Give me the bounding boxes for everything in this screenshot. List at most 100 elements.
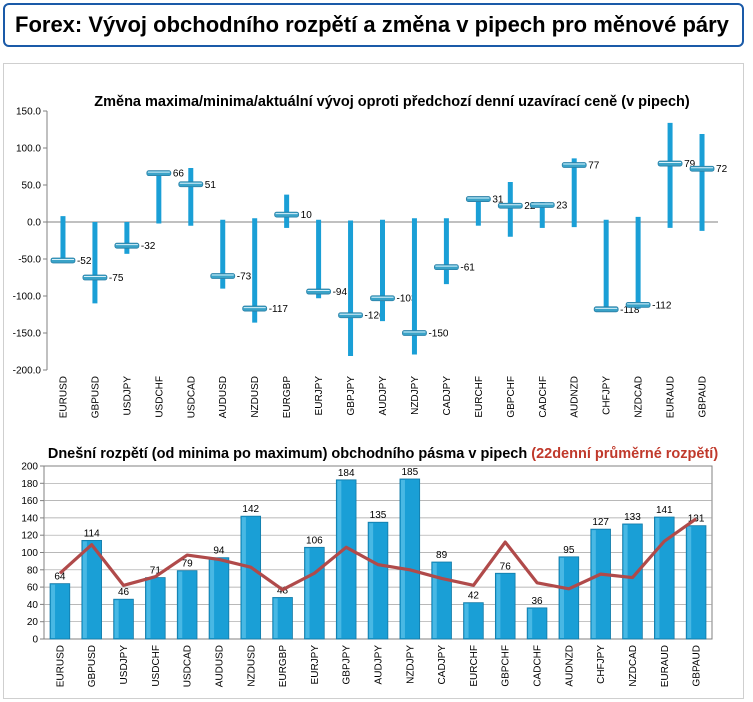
chart1-category-label: EURCHF xyxy=(474,376,485,418)
chart2-ytick-label: 20 xyxy=(27,617,39,628)
chart2-ytick-label: 200 xyxy=(21,462,38,473)
chart2-category-label: EURGBP xyxy=(278,645,289,688)
chart1-data-label: 10 xyxy=(301,210,313,221)
chart2-bar-shine xyxy=(623,524,628,638)
chart2-bar-shine xyxy=(400,479,405,638)
chart2-data-label: 114 xyxy=(84,528,100,539)
chart2-title-red: (22denní průměrné rozpětí) xyxy=(531,446,718,462)
chart2-bar-shine xyxy=(210,558,215,638)
chart2-data-label: 42 xyxy=(468,591,480,602)
chart1-category-label: GBPJPY xyxy=(346,376,357,416)
chart1-category-label: EURJPY xyxy=(314,376,325,416)
chart1-category-label: USDCHF xyxy=(154,376,165,418)
chart1-ytick-label: -100.0 xyxy=(13,292,42,303)
chart2-data-label: 79 xyxy=(182,559,194,570)
chart2-bar-shine xyxy=(528,608,533,638)
chart1-ytick-label: -150.0 xyxy=(13,329,42,340)
chart2-category-label: CADCHF xyxy=(533,645,544,687)
chart2-bar-shine xyxy=(687,526,692,638)
chart2-data-label: 89 xyxy=(436,550,448,561)
chart1-data-label: -118 xyxy=(620,305,640,316)
chart1-category-label: NZDUSD xyxy=(250,376,261,418)
chart1-category-label: GBPCHF xyxy=(506,376,517,418)
chart2-data-label: 184 xyxy=(338,468,355,479)
chart2-data-label: 71 xyxy=(150,566,162,577)
chart1-title: Změna maxima/minima/aktuální vývoj oprot… xyxy=(94,94,690,110)
chart2-bar-shine xyxy=(146,578,151,638)
chart2-average-line xyxy=(58,517,698,592)
chart2-category-label: USDCAD xyxy=(183,645,194,687)
chart1-data-label: -75 xyxy=(109,273,124,284)
chart1-data-label: -103 xyxy=(397,294,417,305)
chart2-bar-shine xyxy=(591,530,596,638)
chart2-category-label: USDJPY xyxy=(119,645,130,685)
chart2-bar-shine xyxy=(559,557,564,638)
chart2-category-label: AUDJPY xyxy=(374,645,385,685)
chart1-data-label: -32 xyxy=(141,241,156,252)
chart2-data-label: 127 xyxy=(592,517,609,528)
chart2-category-label: EURAUD xyxy=(660,645,671,687)
chart2-bar-shine xyxy=(241,517,246,638)
chart2-category-label: AUDUSD xyxy=(214,645,225,687)
chart2-ytick-label: 140 xyxy=(21,513,38,524)
chart1-data-label: -112 xyxy=(652,300,672,311)
chart2-category-label: EURUSD xyxy=(55,645,66,687)
chart2-category-label: GBPJPY xyxy=(342,645,353,685)
chart2-category-label: EURCHF xyxy=(469,645,480,687)
chart1-category-label: CADCHF xyxy=(538,376,549,418)
chart1-category-label: USDJPY xyxy=(122,376,133,416)
chart2-bar-shine xyxy=(82,541,87,638)
chart2-title: Dnešní rozpětí (od minima po maximum) ob… xyxy=(48,446,718,462)
chart2-ytick-label: 100 xyxy=(21,548,38,559)
chart2-ytick-label: 0 xyxy=(32,635,38,646)
chart2-category-label: EURJPY xyxy=(310,645,321,685)
chart1-category-label: USDCAD xyxy=(186,376,197,418)
chart2-data-label: 95 xyxy=(563,545,575,556)
header-box: Forex: Vývoj obchodního rozpětí a změna … xyxy=(3,3,744,47)
chart2-bar-shine xyxy=(464,603,469,638)
chart2-bar-shine xyxy=(51,584,56,638)
chart1-data-label: 23 xyxy=(556,200,568,211)
chart2-category-label: CHFJPY xyxy=(596,645,607,684)
chart2-ytick-label: 160 xyxy=(21,496,38,507)
chart1-ytick-label: 50.0 xyxy=(22,181,42,192)
chart2-data-label: 135 xyxy=(370,510,387,521)
chart1-ytick-label: 100.0 xyxy=(16,144,41,155)
chart2-bar-shine xyxy=(655,518,660,638)
chart2-data-label: 141 xyxy=(656,505,673,516)
chart2-bar-shine xyxy=(369,523,374,638)
chart2-category-label: GBPUSD xyxy=(87,645,98,687)
chart2-data-label: 76 xyxy=(500,561,512,572)
chart1-data-label: 79 xyxy=(684,159,696,170)
chart2-category-label: USDCHF xyxy=(151,645,162,687)
chart2-bar-shine xyxy=(273,598,278,638)
chart2-category-label: CADJPY xyxy=(437,645,448,685)
chart1-data-label: -126 xyxy=(365,311,385,322)
chart1-category-label: GBPAUD xyxy=(698,376,709,418)
chart1-category-label: CHFJPY xyxy=(602,376,613,415)
chart1-data-label: 77 xyxy=(588,161,600,172)
chart2-category-label: GBPAUD xyxy=(692,645,703,687)
chart1-data-label: -150 xyxy=(428,329,448,340)
chart1-data-label: -52 xyxy=(77,256,92,267)
chart1-category-label: NZDJPY xyxy=(410,376,421,415)
chart2-category-label: NZDUSD xyxy=(246,645,257,687)
chart2-bar-shine xyxy=(114,600,119,638)
chart2-category-label: NZDJPY xyxy=(405,645,416,684)
chart2-data-label: 133 xyxy=(624,512,641,523)
chart1-data-label: 31 xyxy=(492,195,504,206)
chart2-data-label: 46 xyxy=(118,587,130,598)
chart2-bar-shine xyxy=(432,563,437,638)
chart1-data-label: 72 xyxy=(716,164,728,175)
chart2-ytick-label: 60 xyxy=(27,583,39,594)
chart2-ytick-label: 40 xyxy=(27,600,39,611)
chart2-data-label: 36 xyxy=(531,596,543,607)
chart1-category-label: AUDJPY xyxy=(378,376,389,416)
chart2-ytick-label: 120 xyxy=(21,531,38,542)
chart1-data-label: 66 xyxy=(173,169,185,180)
chart2-title-main: Dnešní rozpětí (od minima po maximum) ob… xyxy=(48,446,527,462)
chart2-category-label: GBPCHF xyxy=(501,645,512,687)
chart1-category-label: EURAUD xyxy=(666,376,677,418)
chart1-category-label: EURGBP xyxy=(282,376,293,419)
